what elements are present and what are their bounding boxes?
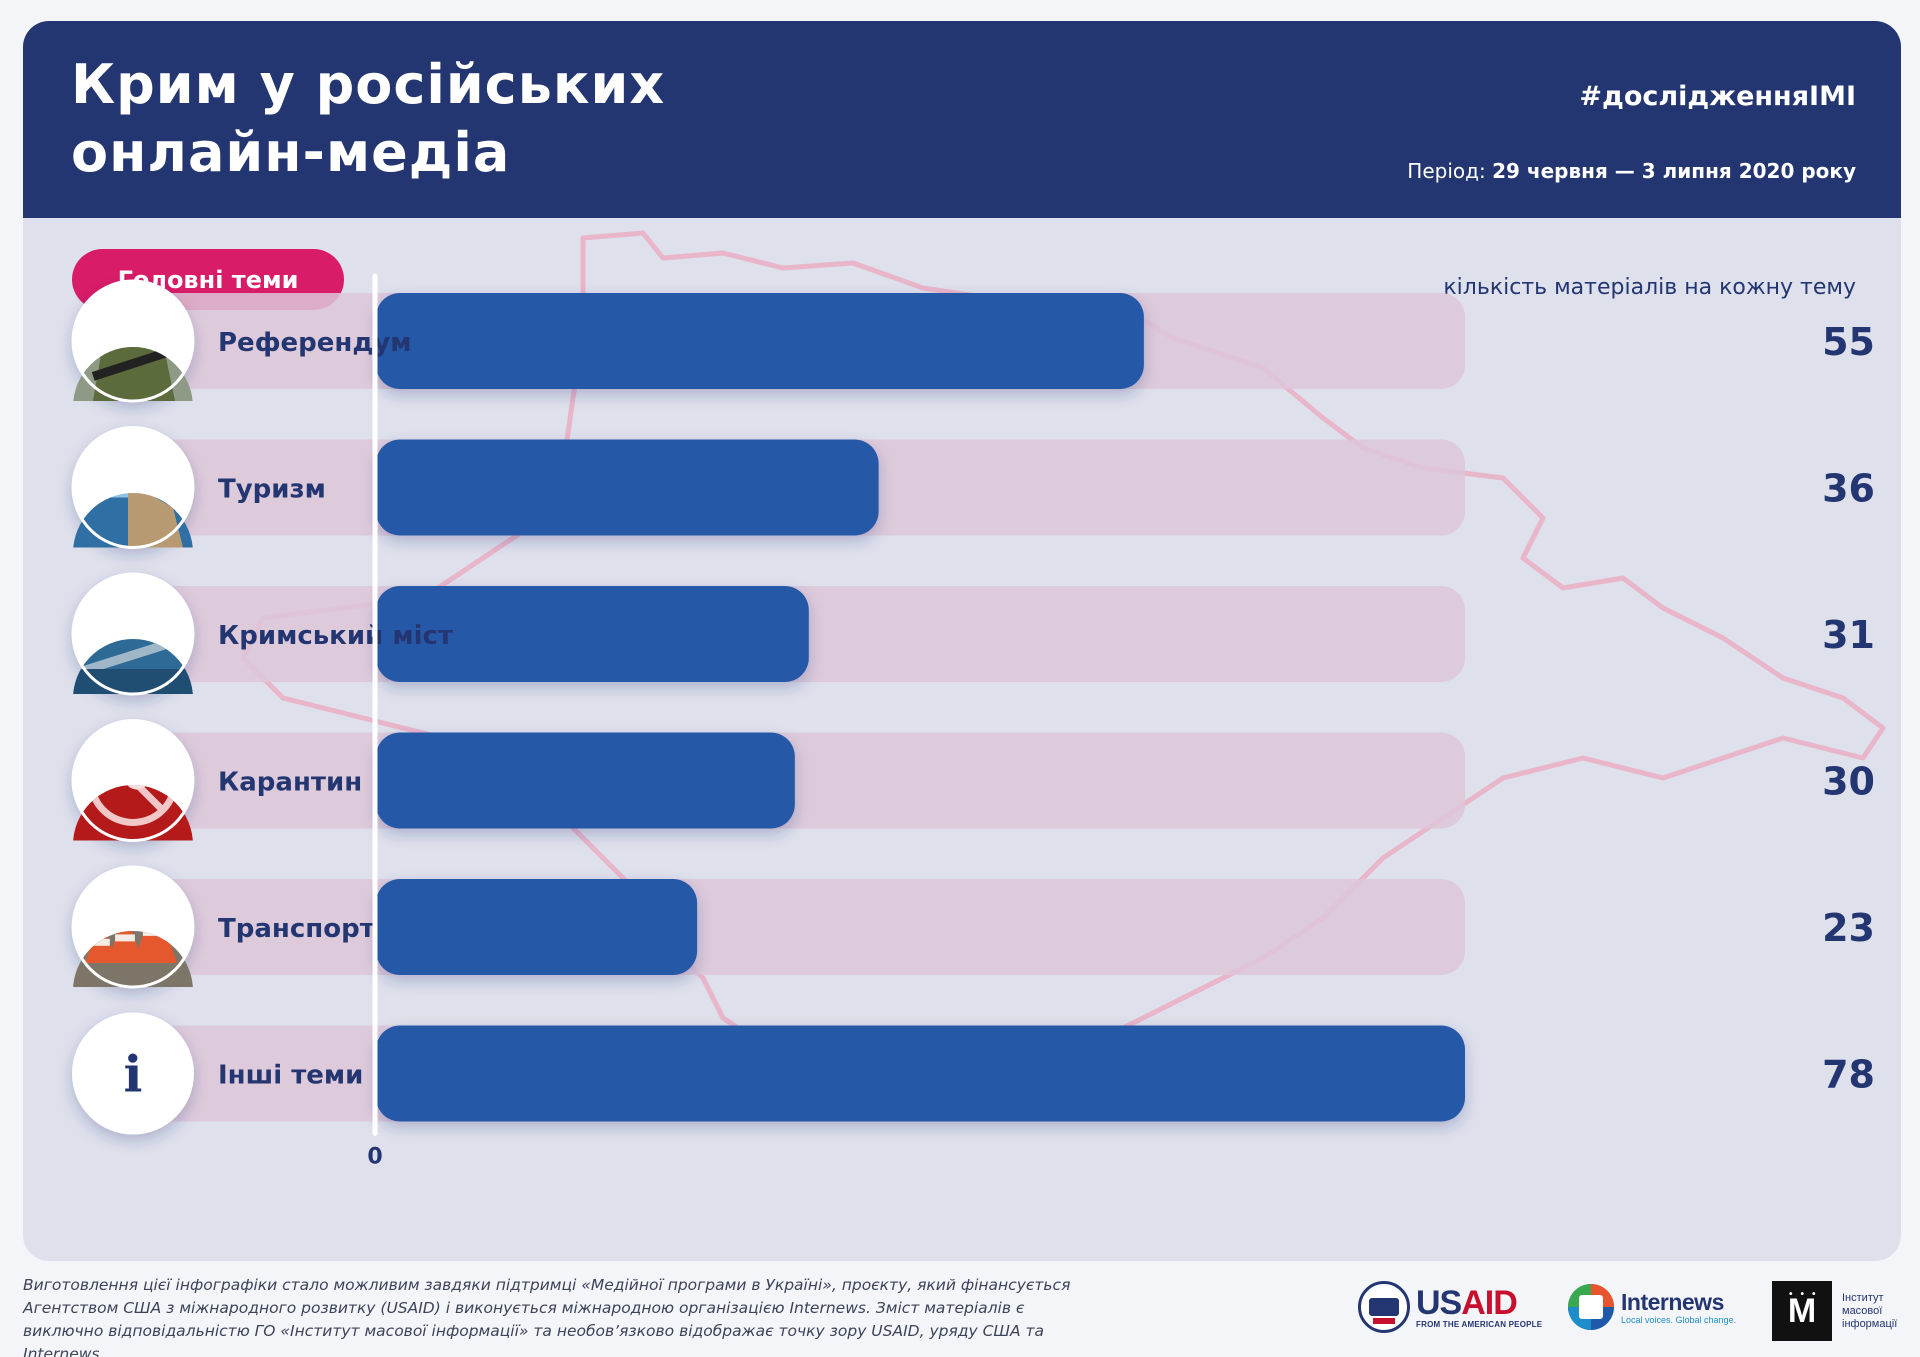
category-label-4: Транспорт: [218, 914, 375, 944]
topic-row-4: Транспорт 23: [71, 865, 1875, 989]
value-label-1: 36: [1822, 467, 1875, 511]
category-label-3: Карантин: [218, 768, 362, 798]
category-label-1: Туризм: [218, 475, 326, 505]
imi-name: Інститут масової інформації: [1842, 1291, 1898, 1330]
topic-row-2: Кримський міст 31: [71, 572, 1875, 696]
title-line-1: Крим у російських: [71, 53, 666, 116]
page-title: Крим у російських онлайн-медіа: [71, 51, 971, 187]
bar-3: [376, 732, 795, 829]
usaid-tagline: FROM THE AMERICAN PEOPLE: [1416, 1319, 1543, 1329]
internews-logo: Internews Local voices. Global change.: [1568, 1284, 1736, 1330]
value-label-0: 55: [1822, 320, 1875, 364]
value-label-4: 23: [1822, 906, 1875, 950]
footer-disclaimer: Виготовлення цієї інфографіки стало можл…: [23, 1276, 1071, 1357]
quarantine-sign-photo-icon: [71, 719, 195, 842]
value-label-3: 30: [1822, 760, 1875, 804]
units-label: кількість матеріалів на кожну тему: [1443, 275, 1856, 300]
topic-row-0: Референдум 55: [71, 279, 1875, 403]
period-label: Період:: [1407, 159, 1486, 183]
topic-row-1: Туризм 36: [71, 426, 1875, 549]
bar-0: [376, 293, 1144, 389]
zero-tick-label: 0: [367, 1145, 382, 1170]
soldier-photo-icon: [71, 279, 195, 403]
category-label-0: Референдум: [218, 328, 412, 358]
topic-row-3: Карантин 30: [71, 719, 1875, 842]
usaid-logo: USAID FROM THE AMERICAN PEOPLE: [1358, 1281, 1542, 1333]
internews-wordmark: Internews: [1621, 1289, 1724, 1315]
bridge-photo-icon: [71, 572, 195, 696]
internews-mark-icon: [1568, 1284, 1614, 1330]
usaid-seal-icon: [1358, 1281, 1410, 1333]
title-line-2: онлайн-медіа: [71, 121, 511, 184]
hashtag: #дослідженняІМІ: [1579, 81, 1856, 112]
imi-logo: ••• М Інститут масової інформації: [1772, 1281, 1912, 1341]
bar-2: [376, 586, 809, 682]
value-label-2: 31: [1822, 613, 1875, 657]
category-label-2: Кримський міст: [218, 621, 453, 651]
value-label-5: 78: [1822, 1053, 1875, 1097]
bar-5: [376, 1025, 1465, 1122]
castle-photo-icon: [71, 426, 195, 549]
header-banner: Крим у російських онлайн-медіа #дослідже…: [23, 21, 1901, 218]
infographic-card: Крим у російських онлайн-медіа #дослідже…: [23, 21, 1901, 1261]
chart-svg: Референдум 55 Туризм 36 Кримський міст 31 Кара…: [71, 273, 1875, 1170]
bar-4: [376, 879, 698, 975]
topic-row-5: i Інші теми 78: [72, 1012, 1875, 1135]
topics-bar-chart: Референдум 55 Туризм 36 Кримський міст 31 Кара…: [23, 21, 1901, 1261]
period-value: 29 червня — 3 липня 2020 року: [1492, 159, 1856, 183]
imi-mark-icon: ••• М: [1772, 1281, 1832, 1341]
usaid-wordmark: USAID: [1416, 1283, 1518, 1322]
info-icon: i: [72, 1012, 194, 1135]
category-label-5: Інші теми: [218, 1061, 363, 1091]
traffic-cones-photo-icon: [71, 865, 195, 989]
bar-1: [376, 439, 879, 536]
svg-text:i: i: [124, 1045, 143, 1104]
period: Період: 29 червня — 3 липня 2020 року: [1407, 159, 1856, 183]
internews-tagline: Local voices. Global change.: [1621, 1315, 1737, 1325]
